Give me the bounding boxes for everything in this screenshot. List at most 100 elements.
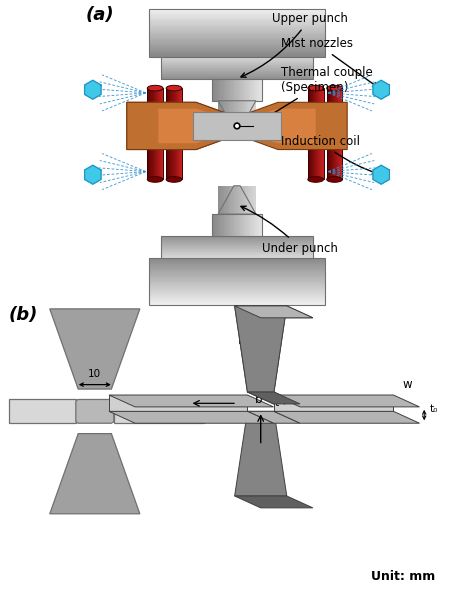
Bar [248,186,250,214]
Bar [314,88,315,179]
Polygon shape [85,165,101,184]
Polygon shape [235,411,287,496]
Bar [219,214,220,236]
Bar [316,88,317,179]
Bar [162,88,163,179]
Bar [224,186,226,214]
Bar [162,241,312,242]
Bar [245,101,246,129]
Bar [231,101,233,129]
Bar [149,295,325,296]
Bar [227,214,228,236]
Bar [149,277,325,278]
Bar [155,88,157,179]
Bar [149,270,325,271]
Bar [237,186,239,214]
Bar [229,186,231,214]
Bar [252,186,254,214]
Polygon shape [127,102,231,150]
Bar [178,88,179,179]
Bar [332,88,333,179]
Bar [162,256,312,257]
Bar [149,268,325,270]
Bar [149,11,325,12]
Bar [226,186,228,214]
Bar [219,78,220,101]
Bar [149,88,150,179]
Bar [244,78,246,101]
Bar [149,276,325,277]
Bar [149,302,325,303]
Bar [334,88,335,179]
Bar [149,50,325,52]
Text: b: b [255,393,262,406]
Polygon shape [243,102,347,150]
Bar [239,78,240,101]
Bar [228,214,230,236]
Bar [230,78,232,101]
Bar [237,78,239,101]
Bar [149,54,325,55]
Bar [149,286,325,287]
Polygon shape [247,392,300,404]
Bar [329,88,330,179]
Bar [150,88,152,179]
Bar [162,72,312,73]
Bar [166,88,167,179]
Bar [249,214,250,236]
Ellipse shape [166,176,182,182]
Bar [309,88,310,179]
Bar [250,186,252,214]
Bar [149,42,325,43]
Bar [148,88,149,179]
Bar [257,214,259,236]
Bar [259,78,261,101]
Bar [180,88,181,179]
Bar [149,29,325,30]
Bar [248,101,250,129]
Bar [232,214,234,236]
Bar [162,243,312,244]
Bar [255,214,257,236]
Bar [149,10,325,11]
Bar [237,214,239,236]
Ellipse shape [308,86,324,91]
Bar [224,101,226,129]
Bar [330,88,331,179]
Text: Mist nozzles: Mist nozzles [281,37,378,87]
Polygon shape [235,496,313,508]
Bar [162,68,312,69]
Bar [220,214,222,236]
Bar [149,260,325,261]
Bar [162,76,312,77]
Bar [229,101,231,129]
Bar [162,246,312,247]
Bar [149,279,325,280]
Bar [254,186,256,214]
Bar [147,88,148,179]
Bar [233,186,235,214]
Bar [162,254,312,255]
Bar [322,88,324,179]
Bar [169,88,170,179]
Bar [153,88,154,179]
Polygon shape [274,395,419,407]
Bar [152,88,153,179]
Bar [232,78,234,101]
Bar [320,88,321,179]
Text: 10: 10 [88,369,101,379]
Text: 10: 10 [205,406,218,416]
Bar [239,214,240,236]
Bar [162,71,312,72]
Polygon shape [127,102,231,150]
Polygon shape [235,306,313,318]
Bar [246,78,247,101]
Bar [338,88,339,179]
Bar [149,20,325,21]
Bar [149,40,325,42]
Bar [162,239,312,240]
Bar [162,250,312,251]
Bar [212,78,213,101]
Bar [336,88,337,179]
Bar [321,88,322,179]
